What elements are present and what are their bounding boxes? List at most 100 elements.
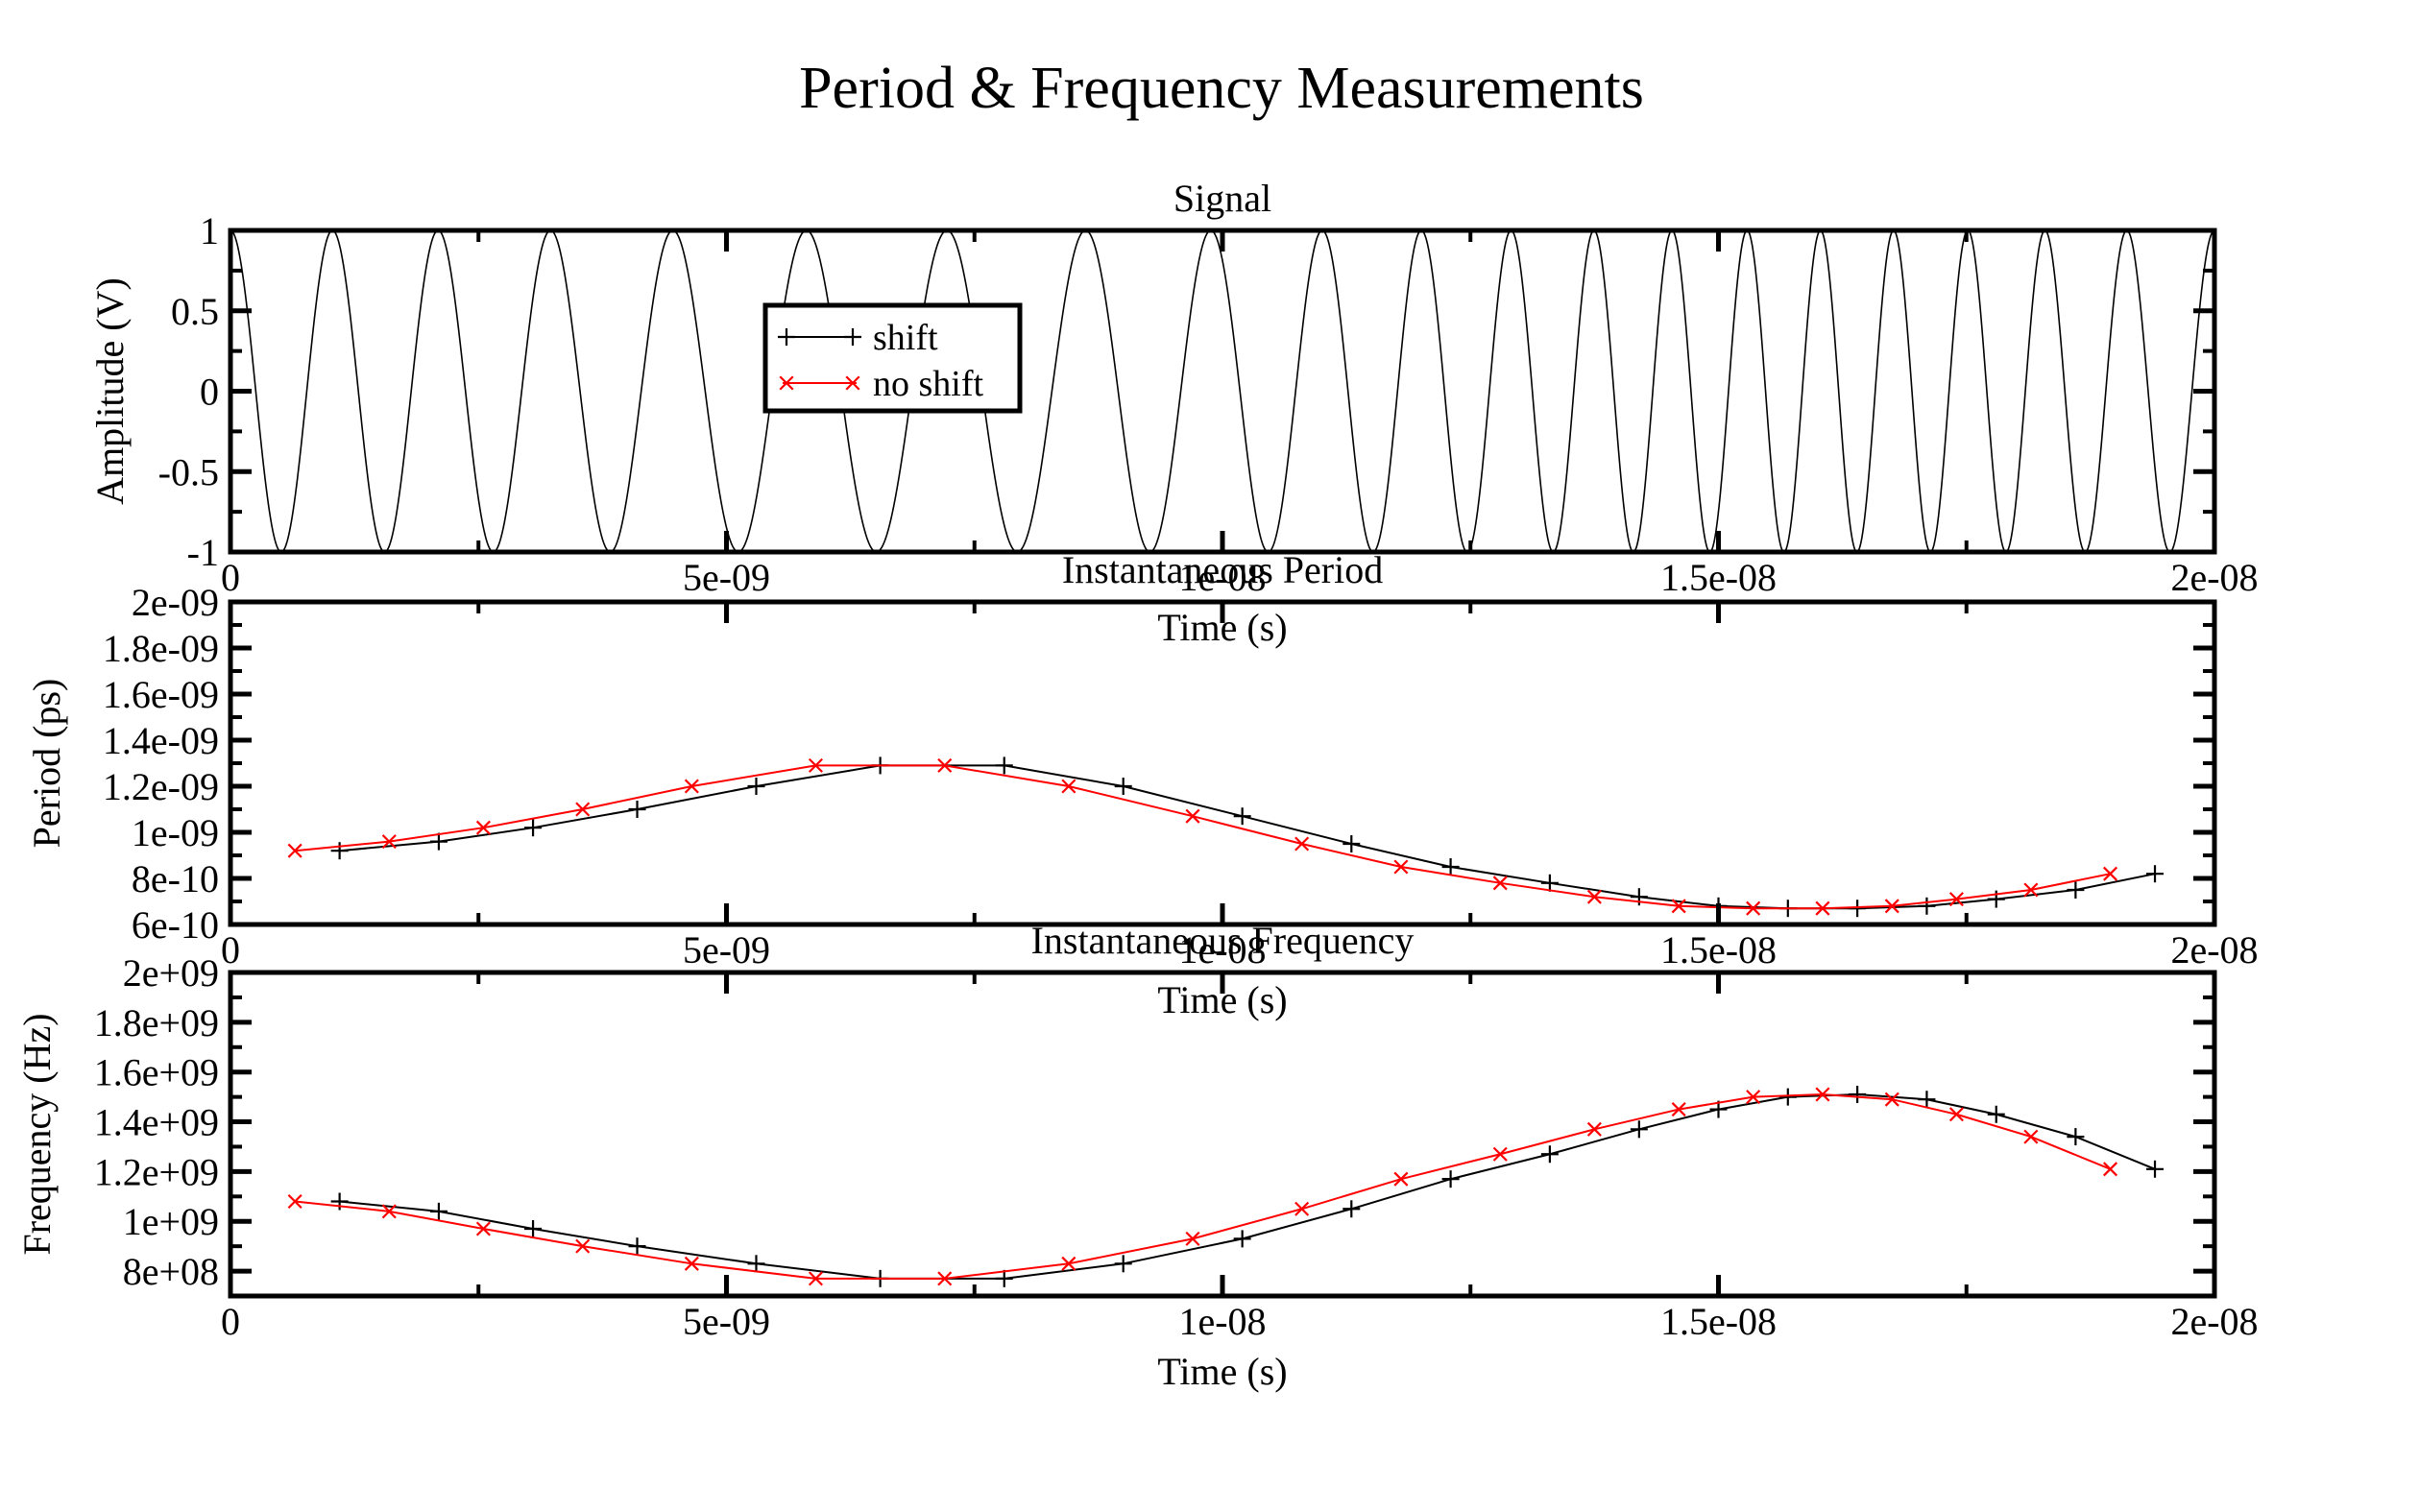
data-point: [2146, 1160, 2165, 1178]
y-axis-label: Period (ps): [25, 679, 68, 849]
data-point: [1849, 900, 1867, 918]
x-tick-label: 0: [221, 1300, 240, 1343]
data-point: [330, 842, 349, 860]
x-tick-label: 1e-08: [1178, 556, 1266, 599]
panel-title: Signal: [1173, 177, 1271, 220]
data-point: [1294, 836, 1310, 852]
legend-marker: [845, 375, 860, 391]
x-tick-label: 2e-08: [2170, 928, 2258, 972]
legend-label: shift: [873, 318, 938, 358]
data-point: [330, 1192, 349, 1211]
y-tick-label: 0: [200, 371, 219, 414]
data-point: [1918, 1091, 1936, 1109]
signal-waveform: [230, 230, 2214, 552]
y-tick-label: 1e+09: [123, 1200, 219, 1243]
data-point: [1441, 1170, 1460, 1188]
data-point: [381, 1204, 397, 1219]
data-point: [1884, 899, 1899, 914]
y-tick-label: 8e-10: [132, 857, 219, 900]
data-point: [1185, 1231, 1200, 1246]
data-point: [1630, 1120, 1648, 1139]
data-point: [684, 779, 699, 794]
data-point: [475, 820, 491, 835]
x-tick-label: 2e-08: [2170, 556, 2258, 599]
data-point: [381, 834, 397, 850]
data-point: [524, 1220, 543, 1238]
data-point: [1586, 1121, 1602, 1137]
data-point: [1492, 1146, 1508, 1162]
x-tick-label: 2e-08: [2170, 1300, 2258, 1343]
data-point: [995, 756, 1013, 775]
x-tick-label: 1.5e-08: [1660, 1300, 1777, 1343]
x-tick-label: 0: [221, 928, 240, 972]
x-axis-label: Time (s): [1157, 1350, 1287, 1393]
data-point: [1746, 900, 1761, 916]
data-point: [995, 1269, 1013, 1287]
y-tick-label: 2e+09: [123, 951, 219, 995]
panel-3: Instantaneous Frequency 0 5e-09 1e-08 1.5e-0…: [15, 919, 2259, 1393]
data-point: [287, 843, 302, 858]
data-point: [524, 819, 543, 837]
data-point: [287, 1193, 302, 1210]
data-point: [1849, 1086, 1867, 1104]
x-tick-label: 1e-08: [1178, 1300, 1266, 1343]
y-tick-label: 6e-10: [132, 903, 219, 947]
legend-label: no shift: [873, 364, 984, 404]
data-point: [1061, 779, 1076, 794]
data-point: [575, 802, 591, 817]
panel-title: Instantaneous Period: [1062, 548, 1383, 591]
data-point: [628, 1237, 646, 1256]
x-tick-label: 1e-08: [1178, 928, 1266, 972]
data-point: [1918, 897, 1936, 915]
data-point: [429, 1202, 448, 1220]
legend-box: [762, 302, 1023, 414]
x-tick-label: 5e-09: [683, 928, 770, 972]
data-point: [1815, 900, 1830, 916]
y-tick-label: -1: [187, 531, 219, 574]
legend-entry: no shift: [779, 364, 984, 404]
y-tick-label: 1.4e-09: [103, 719, 219, 762]
data-point: [1778, 1088, 1797, 1106]
data-point: [1393, 859, 1409, 875]
y-tick-label: 8e+08: [123, 1250, 219, 1293]
series-line-shift: [339, 1093, 2156, 1280]
data-point: [1884, 1092, 1899, 1107]
x-tick-label: 5e-09: [683, 556, 770, 599]
y-tick-label: 1.6e-09: [103, 673, 219, 716]
data-point: [2146, 865, 2165, 883]
legend-marker: [778, 328, 795, 346]
panel-1: Signal 0 5e-09 1e-08 1.5e-08 2e-08 -1 -0.5 0 0.5 1…: [88, 177, 2259, 649]
data-point: [1441, 858, 1460, 876]
data-point: [2023, 882, 2039, 898]
y-tick-label: 1.2e-09: [103, 765, 219, 808]
x-tick-label: 5e-09: [683, 1300, 770, 1343]
data-point: [1948, 1107, 1964, 1122]
y-tick-label: 1.8e-09: [103, 627, 219, 670]
y-tick-label: 0.5: [171, 290, 219, 333]
data-point: [747, 778, 765, 795]
series-line-no-shift: [295, 1093, 2111, 1280]
x-tick-label: 0: [221, 556, 240, 599]
data-point: [1343, 835, 1361, 852]
panels: Signal 0 5e-09 1e-08 1.5e-08 2e-08 -1 -0.5 0 0.5 1…: [15, 177, 2259, 1393]
legend-entry: shift: [778, 318, 938, 358]
data-point: [1114, 778, 1132, 795]
series-line-no-shift: [295, 764, 2111, 910]
y-tick-label: 2e-09: [132, 581, 219, 624]
y-axis-label: Frequency (Hz): [15, 1013, 59, 1255]
data-point: [1233, 1230, 1251, 1248]
data-point: [937, 757, 953, 773]
data-point: [1492, 876, 1508, 891]
y-tick-label: 1.8e+09: [94, 1001, 219, 1044]
data-point: [1815, 1087, 1830, 1102]
data-point: [684, 1256, 699, 1271]
data-point: [1294, 1201, 1310, 1216]
y-axis-label: Amplitude (V): [88, 277, 132, 505]
y-tick-label: 1.2e+09: [94, 1150, 219, 1193]
y-tick-label: 1: [200, 209, 219, 252]
x-tick-label: 1.5e-08: [1660, 928, 1777, 972]
data-point: [747, 1255, 765, 1273]
data-point: [1540, 1145, 1559, 1164]
data-point: [2023, 1129, 2039, 1144]
